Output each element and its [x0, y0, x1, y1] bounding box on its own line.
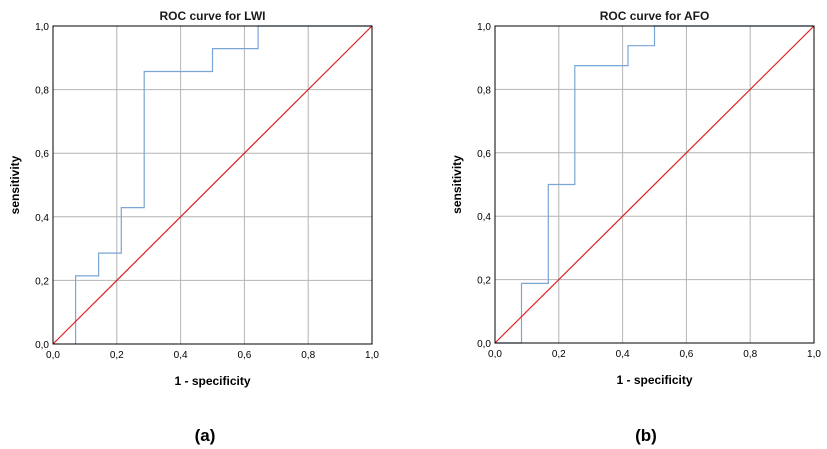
chart-1-x-axis-label: 1 - specificity [616, 373, 692, 387]
chart-1-y-tick-label-3: 0,6 [477, 149, 491, 160]
chart-1-y-tick-label-4: 0,8 [477, 85, 491, 96]
chart-0-y-tick-label-3: 0,6 [35, 149, 49, 160]
chart-0-y-tick-label-2: 0,4 [35, 213, 49, 224]
panel-caption-a: (a) [194, 426, 216, 445]
chart-1-x-tick-label-2: 0,4 [616, 349, 630, 360]
chart-1-plot-frame [494, 25, 815, 344]
roc-chart-lwi: 0,0 0,2 0,4 0,6 0,8 1,0 0,0 0,2 0,4 0,6 0,8 1,0 ROC … [8, 9, 379, 388]
roc-panel-afo: 0,0 0,2 0,4 0,6 0,8 1,0 0,0 0,2 0,4 0,6 0,8 1,0 ROC … [413, 0, 826, 449]
chart-0-x-axis-label: 1 - specificity [174, 374, 250, 388]
chart-0-x-tick-label-0: 0,0 [46, 350, 60, 361]
chart-1-y-tick-label-1: 0,2 [477, 276, 491, 287]
chart-0-y-tick-label-5: 1,0 [35, 22, 49, 33]
chart-0-x-tick-label-5: 1,0 [365, 350, 379, 361]
chart-0-plot-frame [52, 25, 373, 345]
chart-0-x-tick-label-3: 0,6 [237, 350, 251, 361]
chart-1-x-tick-label-3: 0,6 [679, 349, 693, 360]
chart-0-y-tick-label-0: 0,0 [35, 340, 49, 351]
chart-1-title: ROC curve for AFO [600, 9, 710, 23]
chart-1-x-tick-label-5: 1,0 [807, 349, 821, 360]
chart-0-y-tick-label-4: 0,8 [35, 86, 49, 97]
chart-1-series-1-line [494, 25, 815, 344]
chart-0-y-axis-label: sensitivity [8, 155, 22, 214]
chart-0-x-tick-label-1: 0,2 [110, 350, 124, 361]
chart-0-series-1-line [52, 25, 373, 345]
chart-0-x-tick-label-2: 0,4 [174, 350, 188, 361]
chart-1-x-tick-label-0: 0,0 [488, 349, 502, 360]
chart-1-series-0-line [495, 25, 814, 344]
roc-chart-afo: 0,0 0,2 0,4 0,6 0,8 1,0 0,0 0,2 0,4 0,6 0,8 1,0 ROC … [450, 9, 821, 387]
roc-panel-lwi: 0,0 0,2 0,4 0,6 0,8 1,0 0,0 0,2 0,4 0,6 0,8 1,0 ROC … [0, 0, 413, 449]
chart-0-x-tick-label-4: 0,8 [301, 350, 315, 361]
chart-0-y-tick-label-1: 0,2 [35, 276, 49, 287]
chart-1-y-axis-label: sensitivity [450, 155, 464, 214]
chart-1-x-tick-label-4: 0,8 [743, 349, 757, 360]
chart-0-series-0-line [74, 25, 372, 344]
chart-1-y-tick-label-5: 1,0 [477, 22, 491, 33]
chart-1-y-tick-label-2: 0,4 [477, 212, 491, 223]
chart-1-x-tick-label-1: 0,2 [552, 349, 566, 360]
chart-1-y-tick-label-0: 0,0 [477, 339, 491, 350]
panel-caption-b: (b) [635, 426, 657, 445]
chart-0-title: ROC curve for LWI [159, 9, 265, 23]
